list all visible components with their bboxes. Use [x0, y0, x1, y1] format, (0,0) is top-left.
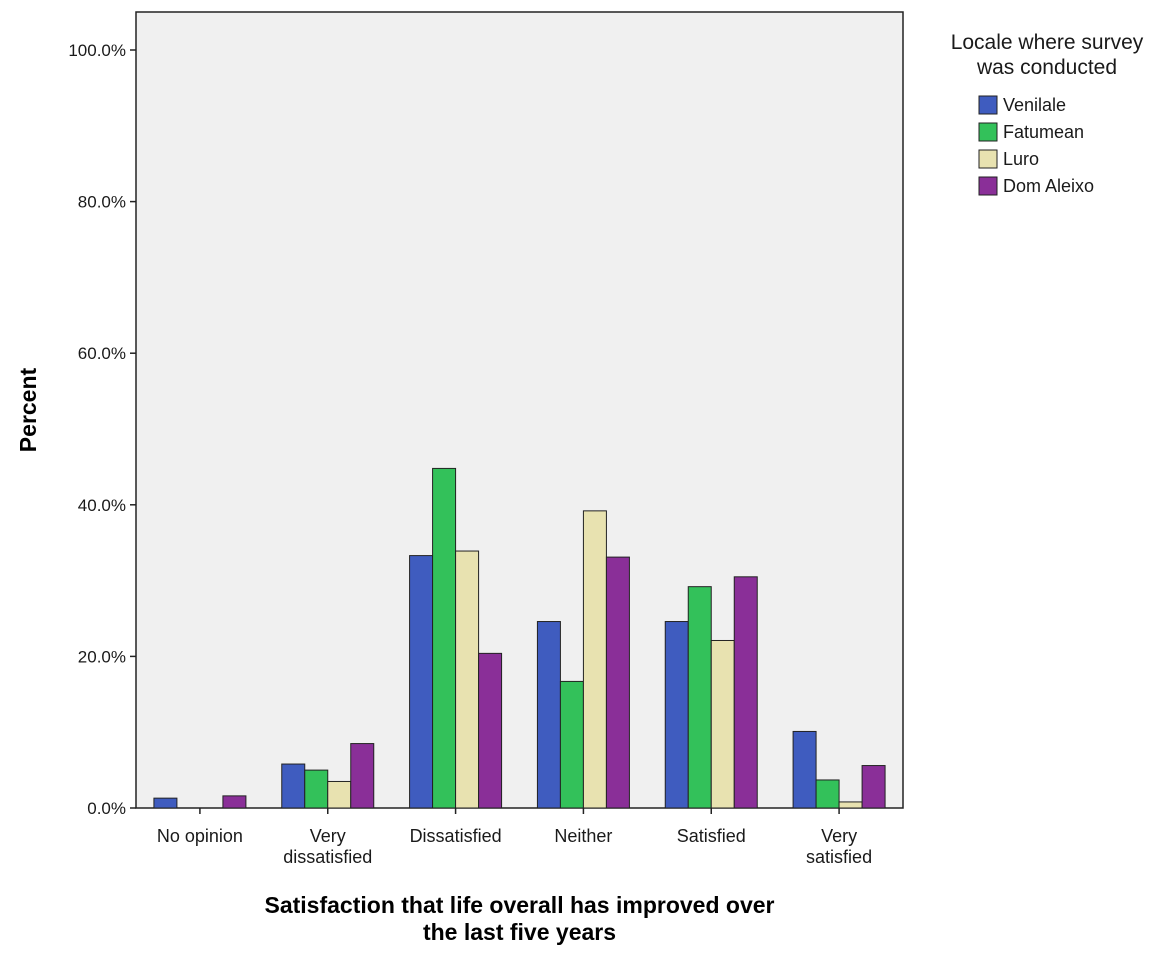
legend-title: Locale where survey	[951, 31, 1144, 54]
bar-fatumean	[304, 769, 329, 809]
x-axis-title: Satisfaction that life overall has impro…	[265, 892, 775, 918]
bar-luro	[838, 801, 863, 809]
bar-fatumean	[687, 586, 712, 809]
x-tick-label: No opinion	[157, 826, 243, 846]
bar-dom-aleixo	[222, 795, 247, 809]
x-tick-label: satisfied	[806, 847, 872, 867]
x-tick-label: Very	[310, 826, 346, 846]
bar-venilale	[792, 730, 817, 809]
bar-dom-aleixo	[861, 765, 886, 809]
legend-label: Luro	[1003, 149, 1039, 169]
bar-dom-aleixo	[350, 743, 375, 809]
y-tick-label: 80.0%	[78, 193, 126, 212]
bar-venilale	[153, 797, 178, 809]
bar-fatumean	[432, 467, 457, 809]
bar-luro	[710, 639, 735, 809]
bar-luro	[455, 550, 480, 809]
bar-dom-aleixo	[733, 576, 758, 809]
bar-venilale	[409, 555, 434, 809]
x-tick-label: Dissatisfied	[410, 826, 502, 846]
plot-area	[135, 11, 904, 809]
legend-swatch-fatumean	[978, 122, 998, 142]
bar-fatumean	[559, 680, 584, 809]
legend-title: was conducted	[976, 56, 1117, 79]
y-axis-title: Percent	[15, 367, 41, 452]
bar-luro	[582, 510, 607, 809]
bar-dom-aleixo	[605, 556, 630, 809]
bar-fatumean	[815, 779, 840, 809]
y-tick-label: 20.0%	[78, 647, 126, 666]
x-tick-label: Satisfied	[677, 826, 746, 846]
bar-venilale	[281, 763, 306, 809]
x-axis-title: the last five years	[423, 919, 616, 945]
y-tick-label: 0.0%	[87, 799, 126, 818]
y-tick-label: 40.0%	[78, 496, 126, 515]
legend-swatch-luro	[978, 149, 998, 169]
x-tick-label: dissatisfied	[283, 847, 372, 867]
bar-luro	[327, 780, 352, 809]
legend-swatch-dom-aleixo	[978, 176, 998, 196]
x-tick-label: Neither	[554, 826, 612, 846]
bar-dom-aleixo	[478, 652, 503, 809]
bar-venilale	[664, 621, 689, 809]
y-tick-label: 100.0%	[68, 41, 126, 60]
x-tick-label: Very	[821, 826, 857, 846]
legend-label: Dom Aleixo	[1003, 176, 1094, 196]
bar-venilale	[536, 621, 561, 809]
legend-swatch-venilale	[978, 95, 998, 115]
y-tick-label: 60.0%	[78, 344, 126, 363]
legend-label: Fatumean	[1003, 122, 1084, 142]
legend-label: Venilale	[1003, 95, 1066, 115]
